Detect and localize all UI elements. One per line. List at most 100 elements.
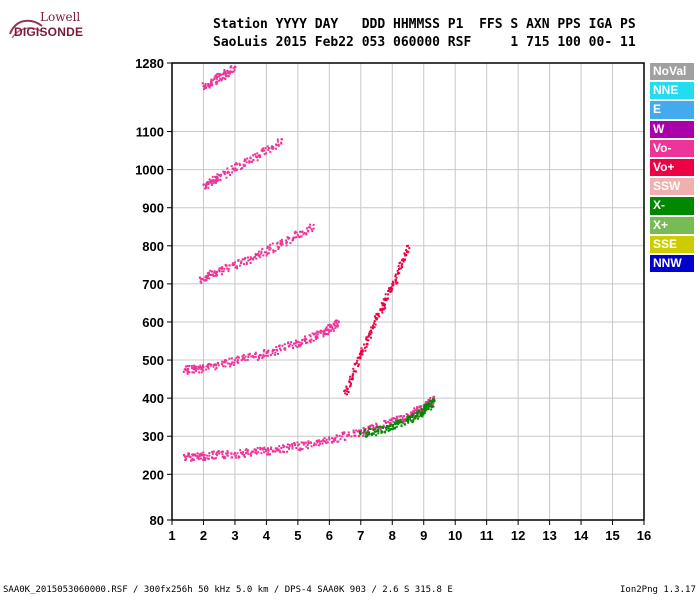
trace-point [235, 162, 238, 165]
trace-point [225, 264, 228, 267]
x-tick-label: 8 [389, 528, 396, 543]
trace-point [225, 72, 228, 75]
trace-point [421, 408, 424, 411]
trace-point [186, 365, 189, 368]
trace-point [385, 299, 388, 301]
trace-point [416, 406, 419, 409]
trace-point [246, 450, 249, 453]
trace-point [279, 242, 282, 245]
trace-point [228, 70, 231, 73]
data-point [233, 65, 236, 68]
trace-point [271, 450, 274, 453]
x-tick-label: 1 [168, 528, 175, 543]
trace-point [197, 456, 200, 459]
trace-point [274, 351, 277, 354]
trace-point [385, 428, 388, 431]
trace-point [399, 261, 402, 264]
trace-point [371, 432, 374, 435]
trace-point [235, 169, 238, 172]
trace-point [228, 362, 231, 365]
trace-2f [182, 319, 340, 375]
trace-point [289, 242, 292, 245]
trace-point [231, 171, 234, 174]
trace-point [263, 349, 266, 351]
trace-point [221, 76, 224, 79]
trace-point [261, 248, 264, 250]
trace-point [313, 442, 316, 445]
trace-point [334, 324, 336, 327]
trace-point [240, 168, 243, 170]
trace-point [239, 449, 242, 452]
legend: NoVal NNE E W Vo- Vo+ SSW X- X+ SSE NNW [650, 63, 694, 274]
trace-point [204, 457, 207, 460]
y-tick-label: 400 [142, 391, 164, 406]
trace-point [234, 456, 237, 459]
trace-point [199, 364, 202, 367]
trace-point [373, 430, 376, 433]
trace-point [191, 371, 194, 374]
trace-point [314, 337, 317, 340]
trace-point [426, 403, 428, 406]
data-point [265, 351, 268, 354]
trace-point [199, 366, 202, 369]
trace-point [255, 452, 258, 455]
trace-point [221, 270, 224, 273]
trace-point [429, 397, 432, 399]
trace-point [215, 274, 217, 277]
trace-point [380, 309, 383, 312]
trace-point [326, 441, 329, 444]
trace-point [266, 252, 269, 255]
trace-point [278, 347, 281, 350]
trace-point [433, 400, 436, 403]
trace-point [213, 271, 216, 274]
trace-point [280, 141, 283, 144]
trace-point [259, 156, 261, 159]
trace-point [278, 344, 281, 347]
trace-point [199, 454, 202, 457]
trace-point [362, 343, 365, 346]
x-tick-label: 16 [637, 528, 651, 543]
trace-point [255, 253, 258, 256]
trace-point [263, 149, 266, 152]
trace-point [368, 425, 371, 428]
trace-point [412, 420, 415, 423]
trace-point [403, 259, 406, 261]
trace-point [245, 452, 247, 455]
trace-point [367, 335, 370, 338]
trace-point [215, 177, 218, 180]
data-point [385, 421, 387, 424]
trace-point [348, 378, 351, 381]
trace-point [396, 281, 399, 284]
trace-point [292, 238, 294, 241]
data-point [391, 282, 394, 285]
trace-point [350, 382, 352, 385]
trace-point [415, 415, 418, 418]
trace-point [218, 267, 221, 270]
trace-point [411, 416, 414, 418]
trace-point [425, 407, 428, 410]
trace-point [392, 282, 395, 285]
trace-point [298, 341, 301, 344]
trace-point [254, 451, 257, 454]
trace-point [314, 336, 317, 339]
trace-point [402, 258, 405, 261]
trace-point [254, 153, 257, 156]
header-labels: Station YYYY DAY DDD HHMMSS P1 FFS S AXN… [213, 17, 636, 32]
trace-point [430, 403, 433, 406]
trace-point [307, 230, 310, 233]
trace-point [274, 447, 277, 450]
trace-point [262, 448, 265, 451]
trace-point [377, 430, 380, 433]
trace-point [233, 453, 236, 456]
data-point [249, 256, 252, 259]
trace-point [357, 363, 360, 366]
trace-point [306, 341, 309, 344]
x-tick-label: 6 [326, 528, 333, 543]
data-point [322, 330, 324, 333]
trace-point [257, 252, 259, 255]
trace-point [308, 334, 311, 337]
trace-point [271, 147, 274, 150]
trace-point [303, 338, 306, 341]
trace-point [300, 441, 303, 444]
trace-point [236, 360, 239, 363]
